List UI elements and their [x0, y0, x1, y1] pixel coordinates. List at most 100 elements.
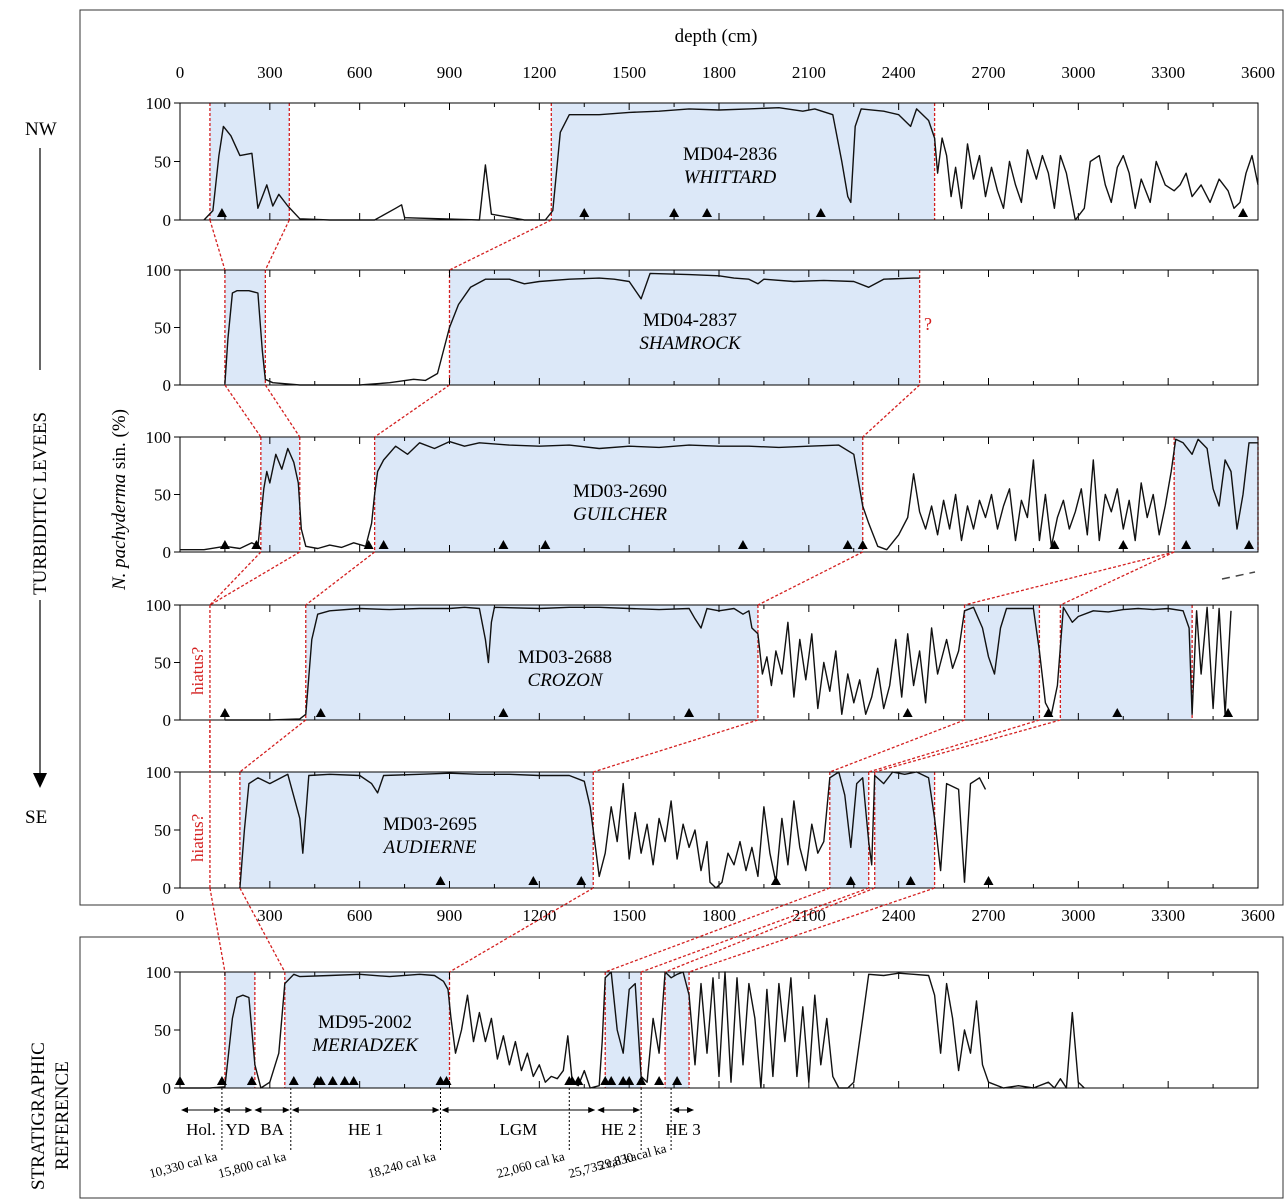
date-triangle-marker — [219, 708, 230, 717]
hiatus-label-audierne: hiatus? — [188, 814, 207, 862]
lower-frame — [79, 936, 1284, 1199]
period-label: YD — [225, 1120, 250, 1139]
date-triangle-marker — [216, 208, 227, 217]
correlation-line — [664, 887, 875, 973]
date-triangle-marker — [315, 1076, 326, 1085]
date-triangle-marker — [175, 1076, 185, 1085]
age-label: 22,060 cal ka — [495, 1148, 566, 1181]
x-tick-label-bottom: 1500 — [612, 906, 646, 925]
x-tick-label-bottom: 0 — [176, 906, 185, 925]
shaded-interval — [224, 972, 255, 1088]
shaded-interval — [209, 103, 290, 220]
x-tick-label-bottom: 1800 — [702, 906, 736, 925]
correlation-line — [209, 551, 262, 606]
y-tick-label: 0 — [163, 376, 172, 395]
shaded-interval — [224, 270, 266, 385]
date-triangle-marker — [339, 1076, 350, 1085]
y-tick-label: 50 — [154, 319, 171, 338]
reference-label: REFERENCE — [52, 1061, 73, 1170]
core-name: MD95-2002 — [318, 1012, 412, 1033]
y-tick-label: 100 — [146, 963, 172, 982]
correlation-lines — [209, 219, 1175, 973]
correlation-line — [862, 384, 921, 438]
core-name: MD03-2695 — [383, 814, 477, 835]
continuation-dashed-line — [1221, 571, 1256, 580]
y-tick-label: 100 — [146, 596, 172, 615]
date-triangle-marker — [1049, 540, 1060, 549]
correlation-line — [640, 887, 869, 973]
nw-label: NW — [25, 119, 57, 140]
date-triangle-marker — [441, 1076, 452, 1085]
date-triangle-marker — [606, 1076, 617, 1085]
shaded-interval — [374, 437, 863, 552]
date-triangle-marker — [624, 1076, 635, 1085]
x-tick-label-top: 1500 — [612, 63, 646, 82]
y-tick-label: 50 — [154, 1021, 171, 1040]
date-triangle-marker — [1112, 708, 1123, 717]
correlation-line — [239, 887, 286, 973]
shaded-interval — [665, 972, 690, 1088]
x-tick-label-bottom: 300 — [257, 906, 283, 925]
x-tick-label-bottom: 2700 — [972, 906, 1006, 925]
series-line-shamrock — [224, 272, 920, 386]
date-triangle-marker — [842, 540, 853, 549]
x-axis-title: depth (cm) — [675, 26, 758, 47]
date-triangle-marker — [288, 1076, 299, 1085]
date-triangle-marker — [770, 876, 781, 885]
shaded-interval — [239, 772, 594, 888]
date-triangle-marker — [246, 1076, 257, 1085]
period-label: HE 3 — [665, 1120, 700, 1139]
x-tick-label-top: 3300 — [1151, 63, 1185, 82]
date-triangle-marker — [983, 876, 994, 885]
date-triangle-marker — [378, 540, 389, 549]
y-tick-label: 0 — [163, 543, 172, 562]
date-triangle-marker — [669, 208, 680, 217]
series-line-crozon — [224, 606, 1232, 721]
site-name: GUILCHER — [573, 504, 667, 525]
x-tick-label-bottom: 1200 — [522, 906, 556, 925]
x-tick-label-top: 300 — [257, 63, 283, 82]
period-label: HE 1 — [348, 1120, 383, 1139]
arrow-left-icon — [291, 1107, 299, 1113]
y-tick-label: 0 — [163, 1079, 172, 1098]
date-triangle-marker — [219, 540, 230, 549]
age-label: 10,330 cal ka — [148, 1148, 219, 1181]
date-triangle-marker — [327, 1076, 338, 1085]
series-line-audierne — [239, 771, 987, 889]
correlation-line — [239, 719, 307, 773]
series-line-whittard — [203, 106, 1259, 221]
period-label: Hol. — [186, 1120, 216, 1139]
shaded-interval — [305, 605, 758, 720]
figure-frames — [79, 9, 1284, 1199]
shaded-interval — [1174, 437, 1258, 552]
date-triangle-marker — [315, 708, 326, 717]
site-name: CROZON — [528, 670, 604, 691]
date-triangle-marker — [576, 876, 587, 885]
x-tick-label-bottom: 3300 — [1151, 906, 1185, 925]
y-tick-label: 100 — [146, 428, 172, 447]
shaded-interval — [874, 772, 935, 888]
date-triangle-marker — [216, 1076, 227, 1085]
correlation-line — [209, 551, 301, 606]
stratigraphy: Hol. YD BA HE 1 LGM HE 2 HE 3 10,330 cal ka15,8… — [148, 1088, 701, 1181]
date-triangle-marker — [435, 876, 446, 885]
arrow-left-icon — [254, 1107, 262, 1113]
date-triangle-marker — [363, 540, 374, 549]
x-tick-label-top: 0 — [176, 63, 185, 82]
period-label: BA — [260, 1120, 284, 1139]
site-name: WHITTARD — [684, 167, 777, 188]
period-label: LGM — [499, 1120, 537, 1139]
correlation-line — [757, 551, 864, 606]
age-label: 18,240 cal ka — [366, 1148, 437, 1181]
shaded-interval — [449, 270, 920, 385]
age-label: 29,830 cal ka — [597, 1140, 668, 1173]
age-label: 15,800 cal ka — [216, 1148, 287, 1181]
date-triangle-marker — [845, 876, 856, 885]
series-line-meriadzek — [180, 971, 1085, 1089]
x-tick-label-top: 2100 — [792, 63, 826, 82]
site-name: AUDIERNE — [382, 837, 477, 858]
